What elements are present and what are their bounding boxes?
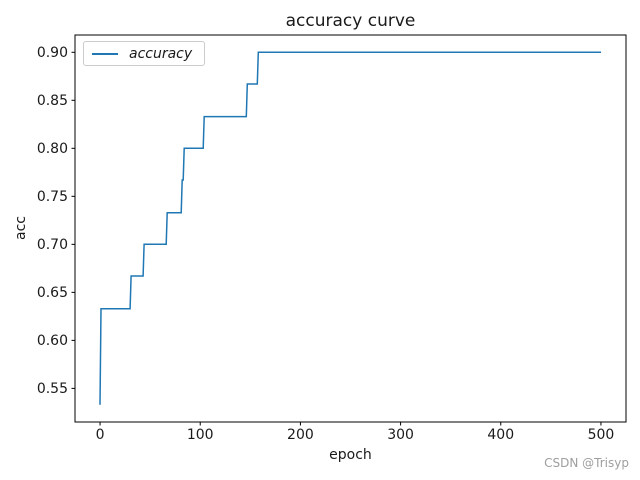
x-tick-label-300: 300 <box>387 427 414 443</box>
x-tick-label-0: 0 <box>96 427 105 443</box>
y-tick-label-0.85: 0.85 <box>37 93 68 109</box>
x-axis-label: epoch <box>329 447 372 463</box>
y-tick-label-0.55: 0.55 <box>37 381 68 397</box>
y-tick-label-0.75: 0.75 <box>37 189 68 205</box>
y-tick-label-0.70: 0.70 <box>37 237 68 253</box>
y-tick-label-0.90: 0.90 <box>37 45 68 61</box>
x-tick-label-200: 200 <box>287 427 314 443</box>
series-line-accuracy <box>99 51 601 405</box>
y-axis-label: acc <box>13 216 29 240</box>
chart-title: accuracy curve <box>285 11 416 31</box>
legend-box: accuracy <box>83 41 206 66</box>
y-tick-label-0.65: 0.65 <box>37 285 68 301</box>
x-tick-label-500: 500 <box>588 427 615 443</box>
y-tick-label-0.80: 0.80 <box>37 141 68 157</box>
y-tick-label-0.60: 0.60 <box>37 333 68 349</box>
x-tick-label-100: 100 <box>187 427 214 443</box>
legend-line-sample <box>92 52 118 55</box>
legend-label-accuracy: accuracy <box>129 45 193 62</box>
watermark-text: CSDN @Trisyp <box>544 456 629 470</box>
x-tick-label-400: 400 <box>487 427 514 443</box>
plot-border <box>74 34 627 423</box>
